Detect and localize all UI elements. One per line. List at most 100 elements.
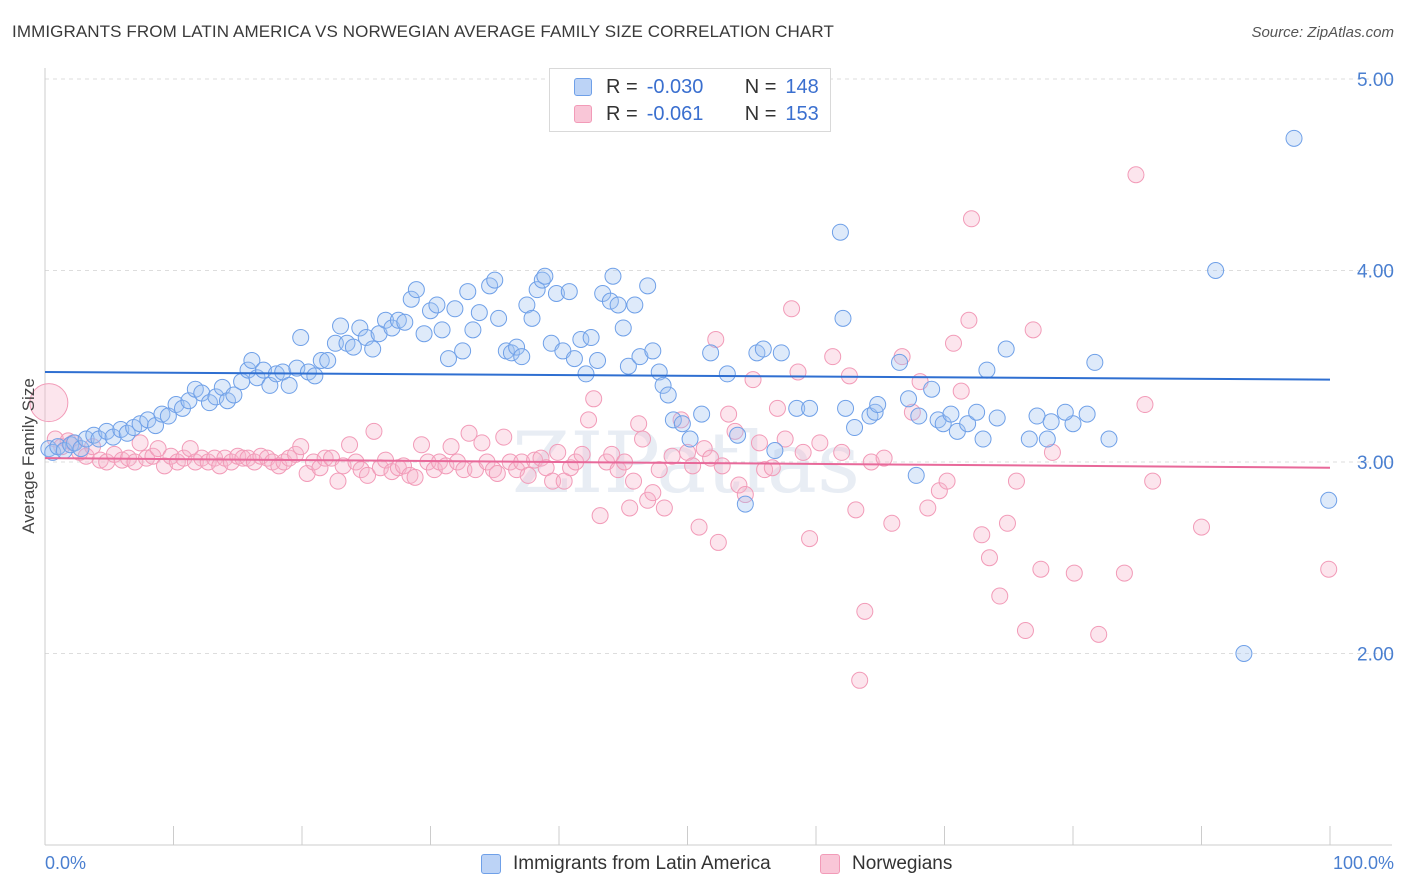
latin-america-point (98, 422, 116, 440)
legend-n-label: N = (744, 75, 777, 98)
latin-america-point (619, 357, 637, 375)
latin-america-point (1235, 645, 1253, 662)
norwegians-point (789, 363, 807, 381)
series-legend-pink: Norwegians (820, 851, 952, 877)
latin-america-point (907, 466, 925, 484)
y-axis-label: Average Family Size (19, 378, 38, 534)
latin-america-point (959, 415, 977, 433)
legend-r-label: R = (606, 102, 638, 125)
legend-n-value: 148 (785, 75, 819, 98)
norwegians-point (352, 461, 370, 479)
norwegians-point (998, 514, 1016, 532)
latin-america-point (470, 304, 488, 322)
norwegians-point (744, 371, 762, 389)
gridlines (45, 78, 1392, 654)
norwegians-point (768, 399, 786, 417)
y-tick-labels: 2.00 3.00 4.00 5.00 (1357, 70, 1394, 666)
legend-row-pink: R = -0.061 N = 153 (574, 101, 819, 127)
latin-america-point (988, 409, 1006, 427)
norwegians-point (944, 334, 962, 352)
norwegians-point (634, 430, 652, 448)
legend-r-value: -0.030 (646, 75, 704, 98)
norwegians-point (334, 457, 352, 475)
latin-america-point (614, 319, 632, 337)
latin-america-point (332, 317, 350, 335)
norwegians-point (707, 330, 725, 348)
latin-america-point (1042, 413, 1060, 431)
latin-america-point (772, 344, 790, 362)
norwegians-point (544, 472, 562, 490)
norwegians-point (341, 436, 359, 454)
latin-america-point (200, 394, 218, 412)
latin-america-point (736, 495, 754, 513)
latin-america-point (464, 321, 482, 339)
norwegians-point (730, 476, 748, 494)
latin-america-point (1100, 430, 1118, 448)
norwegians-point (801, 530, 819, 548)
latin-america-point (396, 313, 414, 331)
norwegians-point (960, 311, 978, 329)
latin-america-point (1038, 430, 1056, 448)
latin-america-point (433, 321, 451, 339)
latin-america-point (681, 430, 699, 448)
norwegians-point (962, 210, 980, 228)
latin-america-point (415, 325, 433, 343)
norwegians-point (952, 382, 970, 400)
norwegians-point (1193, 518, 1210, 536)
norwegians-trendline (44, 457, 1331, 469)
norwegians-point (794, 443, 812, 461)
norwegians-point (713, 457, 731, 475)
latin-america-point (801, 399, 819, 417)
latin-america-point (326, 334, 344, 352)
norwegians-point (1127, 166, 1145, 184)
latin-america-point (974, 430, 992, 448)
legend-swatch-pink (574, 105, 592, 123)
legend-r-value: -0.061 (646, 102, 704, 125)
latin-america-point (528, 281, 546, 299)
latin-america-point (428, 296, 446, 314)
latin-america-point (654, 376, 672, 394)
norwegians-point (973, 526, 991, 544)
norwegians-point (181, 440, 199, 458)
norwegians-point (591, 507, 609, 525)
latin-america-point (490, 309, 508, 327)
norwegians-point (585, 390, 603, 408)
source-credit: Source: ZipAtlas.com (1251, 24, 1394, 41)
norwegians-point (847, 501, 865, 519)
latin-america-point (547, 284, 565, 302)
latin-america-point (1285, 129, 1303, 147)
latin-america-point (402, 290, 420, 308)
norwegians-point (630, 415, 648, 433)
norwegians-point (684, 457, 702, 475)
norwegians-point (413, 436, 431, 454)
norwegians-point (1320, 560, 1338, 578)
chart-title: IMMIGRANTS FROM LATIN AMERICA VS NORWEGI… (12, 22, 834, 41)
norwegians-point (875, 449, 893, 467)
latin-america-point (766, 442, 784, 460)
correlation-legend: R = -0.030 N = 148 R = -0.061 N = 153 (549, 68, 831, 132)
latin-america-point (582, 329, 600, 347)
latin-america-point (693, 405, 711, 423)
norwegians-point (329, 472, 347, 490)
x-tick-label-min: 0.0% (45, 853, 86, 873)
norwegians-point (365, 422, 383, 440)
latin-america-point (626, 296, 644, 314)
latin-america-point (834, 309, 852, 327)
norwegians-point (245, 453, 263, 471)
norwegians-point (736, 486, 754, 504)
norwegians-point (488, 464, 506, 482)
norwegians-point (442, 438, 460, 456)
latin-america-point (486, 271, 504, 289)
series-swatch-pink (820, 854, 840, 874)
latin-america-point (518, 296, 536, 314)
norwegians-point (1024, 321, 1042, 339)
norwegians-point (763, 459, 781, 477)
latin-america-point (978, 361, 996, 379)
latin-america-point (702, 344, 720, 362)
y-tick-label: 5.00 (1357, 70, 1394, 91)
norwegians-point (519, 466, 537, 484)
norwegians-point (1144, 472, 1162, 490)
norwegians-point (316, 449, 334, 467)
latin-america-point (536, 267, 554, 285)
